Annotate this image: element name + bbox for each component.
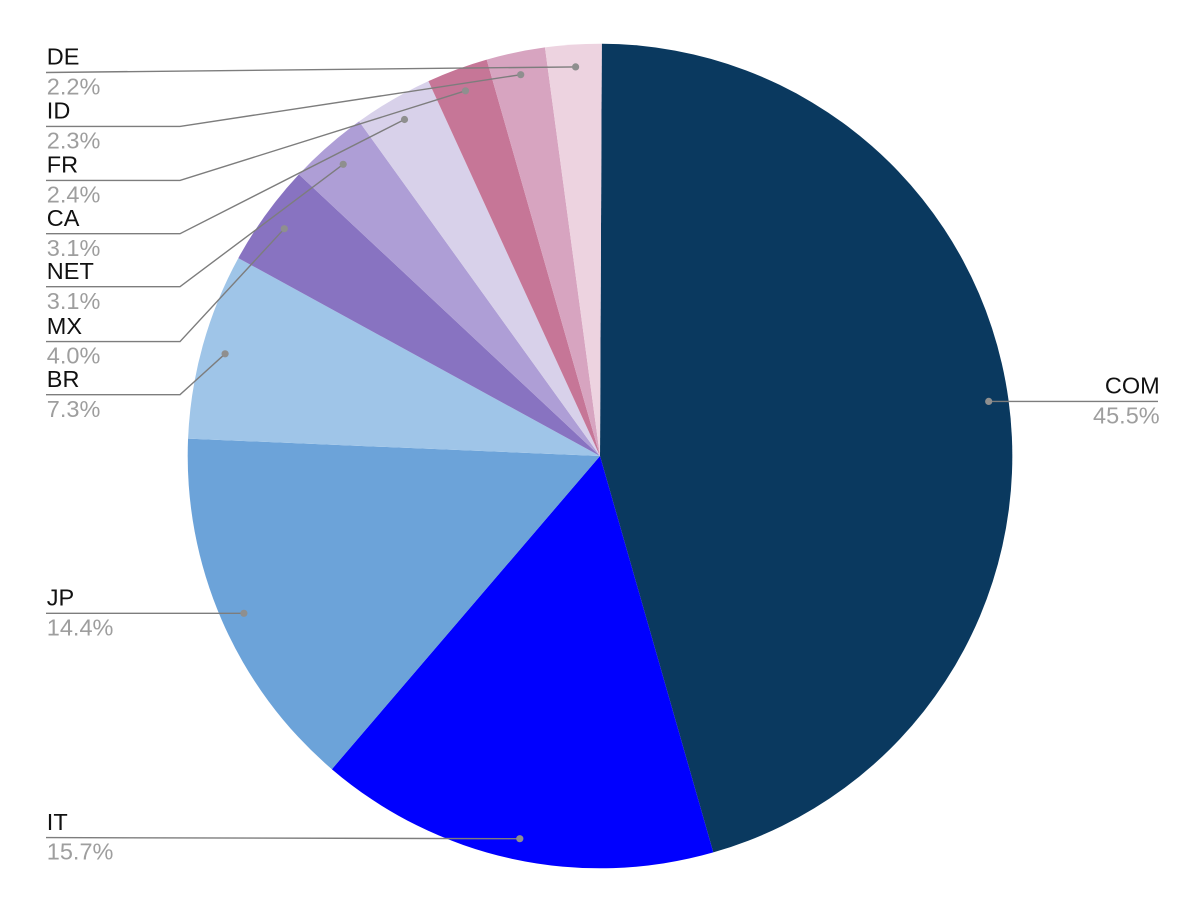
svg-text:2.4%: 2.4% xyxy=(47,182,101,208)
svg-text:NET: NET xyxy=(47,258,94,284)
svg-text:3.1%: 3.1% xyxy=(47,235,101,261)
svg-text:DE: DE xyxy=(47,44,80,70)
svg-text:FR: FR xyxy=(47,152,78,178)
svg-text:ID: ID xyxy=(47,98,71,124)
svg-text:15.7%: 15.7% xyxy=(47,839,114,865)
svg-text:2.3%: 2.3% xyxy=(47,128,101,154)
svg-text:MX: MX xyxy=(47,313,83,339)
svg-text:2.2%: 2.2% xyxy=(47,74,101,100)
svg-text:3.1%: 3.1% xyxy=(47,288,101,314)
svg-text:14.4%: 14.4% xyxy=(47,614,114,640)
svg-text:4.0%: 4.0% xyxy=(47,343,101,369)
svg-text:COM: COM xyxy=(1105,373,1160,399)
svg-text:BR: BR xyxy=(47,366,80,392)
svg-text:45.5%: 45.5% xyxy=(1093,403,1160,429)
svg-text:IT: IT xyxy=(47,809,68,835)
svg-text:7.3%: 7.3% xyxy=(47,396,101,422)
svg-text:JP: JP xyxy=(47,585,74,611)
svg-text:CA: CA xyxy=(47,205,80,231)
